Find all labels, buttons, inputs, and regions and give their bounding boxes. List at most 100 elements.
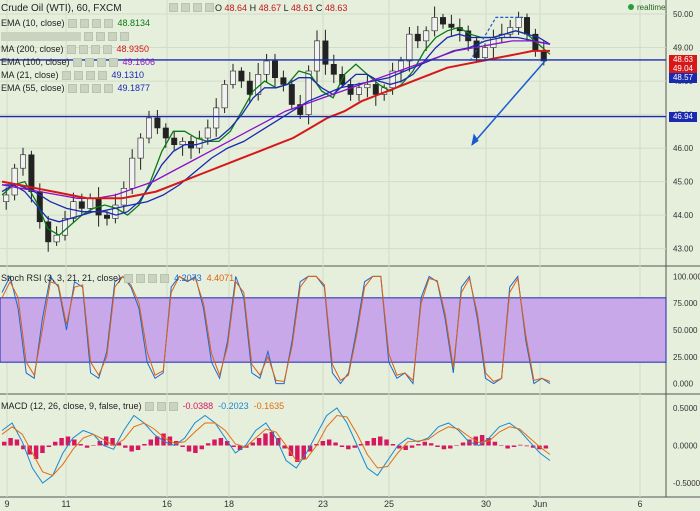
candle-body bbox=[246, 80, 253, 95]
indicator-row[interactable]: MA (21, close) 49.1310 bbox=[1, 69, 144, 81]
settings-icon[interactable] bbox=[144, 401, 154, 411]
macd-histogram-bar bbox=[21, 445, 26, 450]
close-icon[interactable] bbox=[160, 273, 170, 283]
indicator-value: 49.1606 bbox=[122, 57, 156, 67]
lock-icon[interactable] bbox=[148, 273, 158, 283]
macd-histogram-bar bbox=[250, 442, 255, 446]
settings-icon[interactable] bbox=[66, 44, 76, 54]
lock-icon[interactable] bbox=[168, 401, 178, 411]
candle-body bbox=[406, 33, 413, 62]
visibility-icon[interactable] bbox=[181, 3, 190, 12]
macd-histogram-bar bbox=[511, 445, 517, 447]
candle-body bbox=[129, 157, 136, 189]
candle-body bbox=[3, 194, 10, 202]
settings-icon[interactable] bbox=[67, 83, 77, 93]
macd-histogram-bar bbox=[269, 432, 275, 446]
close-icon[interactable] bbox=[108, 57, 118, 67]
macd-histogram-bar bbox=[543, 445, 549, 449]
settings-icon[interactable] bbox=[61, 70, 71, 80]
candle-body bbox=[78, 201, 85, 209]
macd-histogram-bar bbox=[377, 436, 383, 446]
visibility-icon[interactable] bbox=[79, 18, 89, 28]
title-toolbar bbox=[168, 3, 214, 12]
settings-icon[interactable] bbox=[169, 3, 178, 12]
visibility-icon[interactable] bbox=[84, 57, 94, 67]
macd-histogram-bar bbox=[384, 439, 389, 446]
visibility-icon[interactable] bbox=[79, 83, 89, 93]
settings-icon[interactable] bbox=[67, 18, 77, 28]
macd-histogram-bar bbox=[479, 435, 485, 446]
indicator-value: 49.1877 bbox=[117, 83, 151, 93]
macd-histogram-bar bbox=[231, 445, 236, 447]
close-icon[interactable] bbox=[103, 83, 113, 93]
macd-histogram-bar bbox=[186, 445, 192, 452]
settings-icon[interactable] bbox=[72, 57, 82, 67]
candle-body bbox=[146, 117, 152, 139]
lock-icon[interactable] bbox=[193, 3, 202, 12]
indicator-row[interactable]: EMA (100, close) 49.1606 bbox=[1, 56, 155, 68]
candle-body bbox=[238, 70, 245, 82]
candle-body bbox=[398, 60, 404, 72]
close-icon[interactable] bbox=[120, 31, 129, 41]
visibility-icon[interactable] bbox=[136, 273, 146, 283]
candle-body bbox=[28, 154, 35, 192]
candle-body bbox=[112, 204, 119, 219]
macd-histogram-bar bbox=[499, 445, 504, 446]
macd-legend: MACD (12, 26, close, 9, false, true) -0.… bbox=[1, 400, 284, 412]
close-icon[interactable] bbox=[103, 18, 113, 28]
lock-icon[interactable] bbox=[90, 44, 100, 54]
indicator-label: EMA (55, close) bbox=[1, 83, 65, 93]
candle-body bbox=[524, 17, 530, 35]
macd-histogram-bar bbox=[116, 442, 122, 446]
macd-histogram-bar bbox=[154, 436, 160, 446]
candle-body bbox=[45, 221, 52, 243]
visibility-icon[interactable] bbox=[96, 31, 105, 41]
lock-icon[interactable] bbox=[91, 18, 101, 28]
macd-histogram-bar bbox=[422, 441, 428, 446]
visibility-icon[interactable] bbox=[78, 44, 88, 54]
macd-histogram-bar bbox=[409, 445, 415, 448]
open-label: O bbox=[215, 3, 223, 13]
macd-histogram-bar bbox=[263, 433, 268, 446]
stoch-d-value: 4.4071 bbox=[206, 273, 235, 283]
macd-histogram-bar bbox=[301, 445, 306, 459]
ohlc-readout: O 48.64 H 48.67 L 48.61 C 48.63 bbox=[215, 3, 347, 13]
y-tick-label: 49.00 bbox=[673, 44, 694, 53]
y-tick-label: 44.00 bbox=[673, 211, 694, 220]
x-tick-label: 30 bbox=[481, 499, 491, 509]
settings-icon[interactable] bbox=[84, 31, 93, 41]
lock-icon[interactable] bbox=[96, 57, 106, 67]
indicator-row[interactable]: EMA (10, close) 48.8134 bbox=[1, 17, 150, 29]
indicator-row[interactable]: MA (200, close) 48.9350 bbox=[1, 43, 149, 55]
close-icon[interactable] bbox=[102, 44, 112, 54]
price-tag: 46.94 bbox=[669, 111, 697, 122]
candle-body bbox=[272, 60, 278, 79]
lock-icon[interactable] bbox=[91, 83, 101, 93]
indicator-row[interactable] bbox=[1, 30, 134, 42]
lock-icon[interactable] bbox=[85, 70, 95, 80]
lock-icon[interactable] bbox=[108, 31, 117, 41]
visibility-icon[interactable] bbox=[156, 401, 166, 411]
candle-body bbox=[20, 154, 26, 169]
visibility-icon[interactable] bbox=[73, 70, 83, 80]
y-tick-label: 75.000 bbox=[673, 299, 698, 308]
candle-body bbox=[364, 84, 371, 89]
close-icon[interactable] bbox=[205, 3, 214, 12]
y-tick-label: -0.5000 bbox=[673, 479, 700, 488]
macd-histogram-bar bbox=[403, 445, 408, 450]
y-tick-label: 0.5000 bbox=[673, 404, 698, 413]
settings-icon[interactable] bbox=[124, 273, 134, 283]
indicator-row[interactable]: EMA (55, close) 49.1877 bbox=[1, 82, 150, 94]
candle-body bbox=[322, 40, 329, 65]
close-label: C bbox=[315, 3, 323, 13]
candle-body bbox=[473, 40, 480, 58]
candle-body bbox=[507, 27, 514, 35]
macd-histogram-bar bbox=[397, 445, 402, 449]
x-tick-label: 25 bbox=[384, 499, 394, 509]
macd-histogram-bar bbox=[205, 443, 211, 446]
indicator-label bbox=[1, 31, 81, 41]
close-icon[interactable] bbox=[97, 70, 107, 80]
x-tick-label: 11 bbox=[61, 499, 70, 509]
price-tag: 48.57 bbox=[669, 72, 697, 83]
candle-body bbox=[179, 141, 186, 146]
